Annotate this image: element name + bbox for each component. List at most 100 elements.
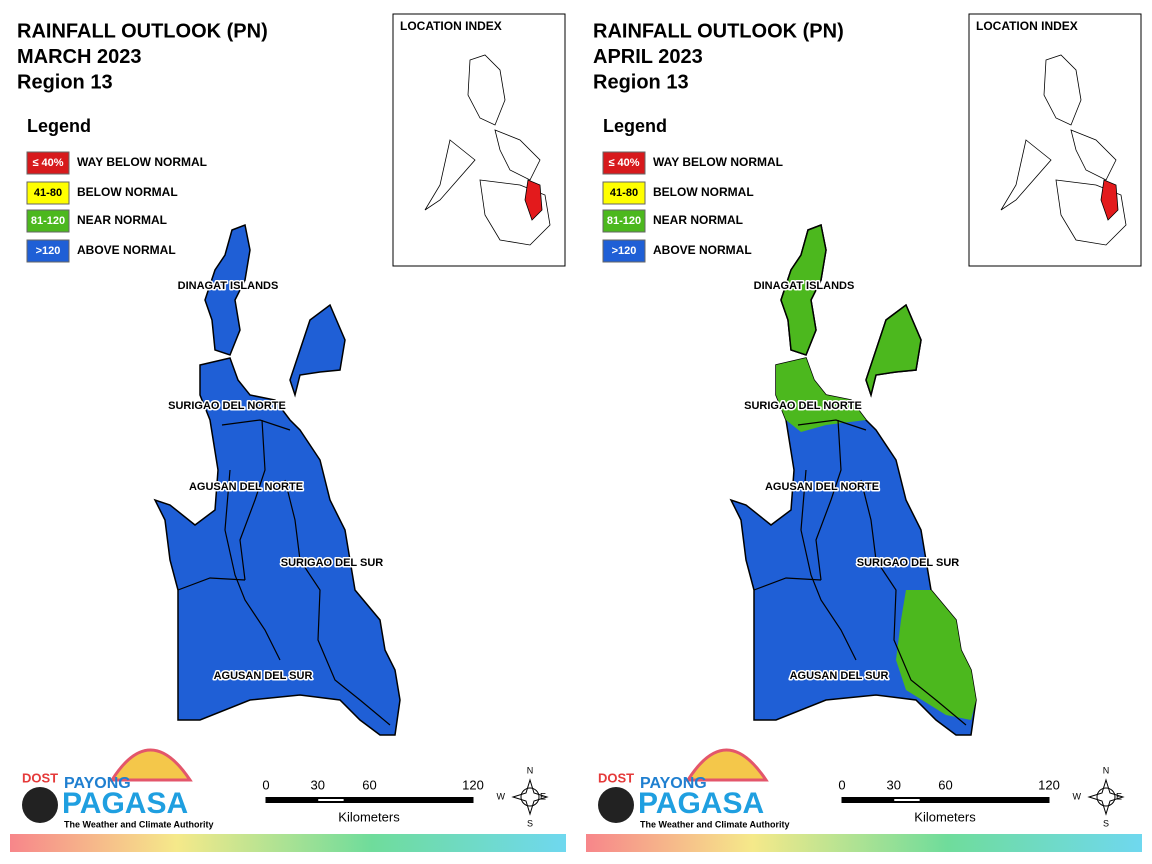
legend-swatch (602, 181, 646, 205)
legend-range: 41-80 (610, 187, 638, 199)
legend-range: >120 (36, 245, 61, 257)
compass-letter: W (497, 791, 506, 801)
logo-umbrella (685, 748, 769, 782)
index-island (494, 129, 541, 181)
compass-ring (1096, 787, 1116, 807)
province-border (221, 419, 291, 431)
province-border (815, 419, 842, 581)
legend-label: BELOW NORMAL (653, 185, 754, 199)
province-area (204, 223, 251, 356)
province-label: SURIGAO DEL NORTE (744, 400, 862, 412)
compass-letter: E (540, 791, 546, 801)
logo-seal (22, 787, 58, 823)
legend-swatch (602, 151, 646, 175)
index-island (467, 54, 506, 126)
logo-agency: DOST (22, 770, 58, 785)
logo-brand-top: PAYONG (640, 775, 707, 792)
legend-label: WAY BELOW NORMAL (653, 155, 783, 169)
province-area (289, 303, 346, 398)
legend-swatch (26, 209, 70, 233)
legend-label: NEAR NORMAL (77, 213, 167, 227)
scale-unit: Kilometers (338, 809, 400, 824)
legend-range: 81-120 (31, 215, 65, 227)
legend-swatch (26, 151, 70, 175)
location-index-label: LOCATION INDEX (976, 19, 1078, 33)
compass-letter: S (1103, 818, 1109, 828)
province-label: AGUSAN DEL NORTE (765, 481, 879, 493)
outlook-panel: RAINFALL OUTLOOK (PN) MARCH 2023 Region 13… (10, 13, 566, 852)
compass-letter: N (1103, 765, 1110, 775)
legend-label: ABOVE NORMAL (653, 243, 752, 257)
gradient-band (586, 834, 1142, 852)
province-border (239, 419, 266, 581)
province-label: SURIGAO DEL SUR (281, 557, 384, 569)
legend-label: ABOVE NORMAL (77, 243, 176, 257)
scale-tick-label: 0 (838, 777, 845, 792)
legend-label: WAY BELOW NORMAL (77, 155, 207, 169)
logo-agency: DOST (598, 770, 634, 785)
legend-label: BELOW NORMAL (77, 185, 178, 199)
province-label: DINAGAT ISLANDS (178, 280, 279, 292)
near-normal-area (776, 358, 866, 432)
index-island (424, 139, 476, 211)
logo-seal (598, 787, 634, 823)
location-index-label: LOCATION INDEX (400, 19, 502, 33)
legend-label: NEAR NORMAL (653, 213, 743, 227)
logo-brand: PAGASA (62, 787, 188, 820)
near-normal-area (896, 590, 976, 720)
title-line: Region 13 (593, 71, 689, 93)
index-highlight (524, 179, 543, 221)
compass-letter: W (1073, 791, 1082, 801)
province-label: DINAGAT ISLANDS (754, 280, 855, 292)
scale-tick-label: 120 (462, 777, 484, 792)
legend-range: 41-80 (34, 187, 62, 199)
legend-range: ≤ 40% (32, 157, 63, 169)
compass-letter: S (527, 818, 533, 828)
scale-segment (317, 799, 344, 801)
index-highlight (1100, 179, 1119, 221)
scale-unit: Kilometers (914, 809, 976, 824)
scale-tick-label: 30 (311, 777, 325, 792)
scale-segment (893, 799, 920, 801)
scale-tick-label: 60 (938, 777, 952, 792)
province-border (284, 479, 391, 726)
logo-brand-top: PAYONG (64, 775, 131, 792)
province-label: AGUSAN DEL NORTE (189, 481, 303, 493)
legend-swatch (26, 181, 70, 205)
title-line: Region 13 (17, 71, 113, 93)
logo-umbrella (109, 748, 193, 782)
index-island (1070, 129, 1117, 181)
logo-brand: PAGASA (638, 787, 764, 820)
outlook-panel: RAINFALL OUTLOOK (PN) APRIL 2023 Region 13… (586, 13, 1142, 852)
province-border (177, 577, 246, 591)
scale-tick-label: 60 (362, 777, 376, 792)
province-border (224, 469, 281, 661)
province-border (800, 469, 857, 661)
index-island (1043, 54, 1082, 126)
province-label: SURIGAO DEL SUR (857, 557, 960, 569)
legend-range: 81-120 (607, 215, 641, 227)
near-normal-area (865, 303, 922, 398)
legend-swatch (602, 239, 646, 263)
near-normal-area (780, 223, 827, 356)
province-label: AGUSAN DEL SUR (790, 670, 889, 682)
compass-letter: N (527, 765, 534, 775)
province-border (860, 479, 967, 726)
scale-tick-label: 0 (262, 777, 269, 792)
compass-ring (520, 787, 540, 807)
legend-range: ≤ 40% (608, 157, 639, 169)
gradient-band (10, 834, 566, 852)
compass-letter: E (1116, 791, 1122, 801)
legend-swatch (602, 209, 646, 233)
province-label: SURIGAO DEL NORTE (168, 400, 286, 412)
title-line: RAINFALL OUTLOOK (PN) (593, 20, 844, 42)
province-border (753, 577, 822, 591)
logo-tagline: The Weather and Climate Authority (64, 819, 214, 829)
province-area (153, 357, 401, 736)
legend-title: Legend (27, 116, 91, 136)
province-border (797, 419, 867, 431)
legend-range: >120 (612, 245, 637, 257)
title-line: APRIL 2023 (593, 46, 703, 68)
title-line: MARCH 2023 (17, 46, 141, 68)
